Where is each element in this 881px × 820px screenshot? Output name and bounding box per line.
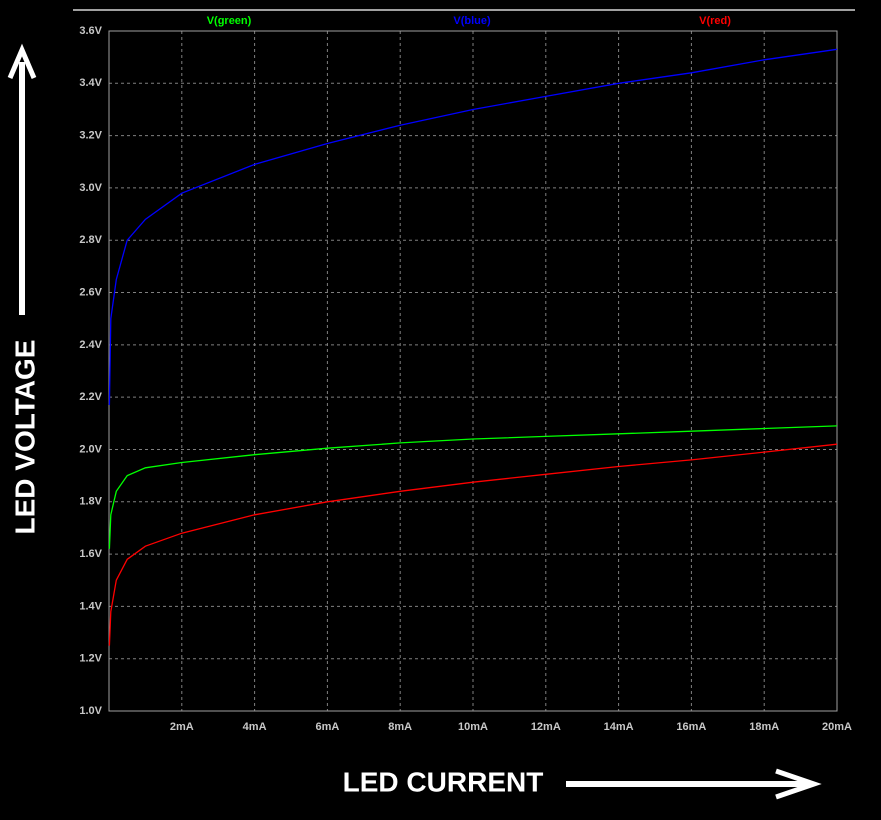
y-tick-label: 3.2V xyxy=(79,130,102,142)
legend-label: V(blue) xyxy=(453,15,491,27)
x-tick-label: 20mA xyxy=(822,721,852,733)
y-tick-label: 2.8V xyxy=(79,234,102,246)
x-tick-label: 8mA xyxy=(388,721,412,733)
y-tick-label: 1.2V xyxy=(79,653,102,665)
legend-label: V(green) xyxy=(207,15,252,27)
x-tick-label: 16mA xyxy=(676,721,706,733)
x-arrow xyxy=(566,768,822,800)
y-tick-label: 1.4V xyxy=(79,600,102,612)
y-tick-label: 1.6V xyxy=(79,548,102,560)
y-tick-label: 3.0V xyxy=(79,182,102,194)
x-tick-label: 14mA xyxy=(604,721,634,733)
y-tick-label: 1.8V xyxy=(79,496,102,508)
y-tick-label: 2.6V xyxy=(79,286,102,298)
y-tick-label: 2.2V xyxy=(79,391,102,403)
y-tick-label: 2.0V xyxy=(79,443,102,455)
series-line xyxy=(108,443,838,646)
y-tick-label: 2.4V xyxy=(79,339,102,351)
y-axis-label: LED VOLTAGE xyxy=(9,340,40,535)
y-tick-label: 1.0V xyxy=(79,705,102,717)
series-line xyxy=(108,425,838,549)
x-tick-label: 18mA xyxy=(749,721,779,733)
x-axis-label: LED CURRENT xyxy=(343,766,544,797)
y-tick-label: 3.6V xyxy=(79,25,102,37)
x-tick-label: 2mA xyxy=(170,721,194,733)
x-tick-label: 10mA xyxy=(458,721,488,733)
series-line xyxy=(108,48,838,406)
legend-label: V(red) xyxy=(699,15,731,27)
x-tick-label: 6mA xyxy=(315,721,339,733)
plot-frame xyxy=(108,30,838,712)
y-tick-label: 3.4V xyxy=(79,77,102,89)
x-tick-label: 12mA xyxy=(531,721,561,733)
y-arrow xyxy=(7,43,37,315)
x-tick-label: 4mA xyxy=(243,721,267,733)
